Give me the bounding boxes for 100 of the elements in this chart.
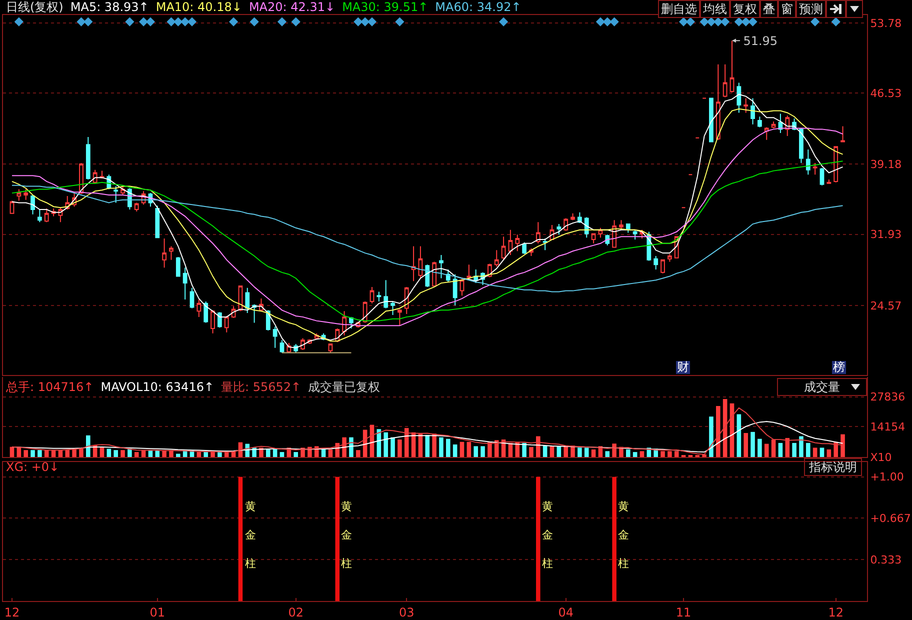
bar xyxy=(134,452,139,457)
candlestick xyxy=(619,220,624,230)
candlestick xyxy=(376,291,382,302)
x-tick-label: 03 xyxy=(398,605,414,620)
bar xyxy=(280,452,284,457)
candlestick xyxy=(632,229,638,240)
annotation: 预测 xyxy=(796,0,826,18)
bar xyxy=(128,448,132,457)
bar xyxy=(674,451,679,457)
candlestick xyxy=(432,261,436,288)
bar xyxy=(764,444,769,457)
annotation: 财 xyxy=(676,360,690,374)
annotation: 成交量 xyxy=(777,378,867,396)
annotation: 复权 xyxy=(730,0,760,18)
bar xyxy=(758,438,762,457)
annotation: 均线 xyxy=(700,0,730,18)
candlestick xyxy=(556,224,562,236)
bar xyxy=(785,438,790,457)
bar xyxy=(390,437,395,457)
x-tick-label: 01 xyxy=(150,605,166,620)
annotation: 叠 xyxy=(760,0,778,18)
candlestick xyxy=(204,300,208,324)
candlestick xyxy=(418,246,423,279)
candlestick xyxy=(16,188,22,202)
y-tick-label: 0.333 xyxy=(870,554,902,567)
candlestick xyxy=(280,340,284,354)
bar xyxy=(640,451,644,457)
candlestick xyxy=(134,202,139,212)
bar xyxy=(38,450,42,457)
bar xyxy=(384,432,388,457)
bar xyxy=(446,438,450,457)
bar xyxy=(812,448,818,457)
bar xyxy=(106,448,112,457)
candlestick xyxy=(398,308,402,326)
candlestick xyxy=(626,224,630,234)
candlestick xyxy=(114,186,118,204)
y-tick-label: 53.78 xyxy=(870,16,902,30)
bar xyxy=(452,444,458,457)
y-tick-label: +1.00 xyxy=(870,470,904,484)
annotation: 指标说明 xyxy=(804,458,862,476)
candlestick xyxy=(564,218,568,232)
candlestick xyxy=(771,120,776,129)
y-tick-label: +0.667 xyxy=(870,512,911,526)
candlestick xyxy=(716,64,720,140)
bar xyxy=(522,442,526,457)
line-series xyxy=(12,184,844,292)
bar xyxy=(356,450,360,457)
candlestick xyxy=(840,126,845,142)
bar xyxy=(79,448,84,457)
candlestick xyxy=(466,264,472,281)
bar xyxy=(480,446,485,457)
bar xyxy=(806,442,810,457)
text: 量比: 55652↑ xyxy=(221,380,302,395)
bar xyxy=(176,454,180,457)
text: 黄金柱 xyxy=(245,500,256,570)
candlestick xyxy=(30,194,35,215)
bar xyxy=(632,452,638,457)
candlestick xyxy=(182,267,188,300)
candlestick xyxy=(44,208,49,223)
candlestick xyxy=(196,299,202,318)
candlestick xyxy=(169,246,174,260)
bar xyxy=(432,434,436,457)
candlestick xyxy=(384,280,388,309)
text: 黄金柱 xyxy=(618,500,629,570)
candlestick xyxy=(494,250,499,268)
text: MAVOL10: 63416↑ xyxy=(100,380,214,395)
annotation: 成交量已复权 xyxy=(308,380,380,395)
candlestick xyxy=(736,82,742,114)
bar xyxy=(626,449,630,457)
annotation: 51.95 xyxy=(742,34,778,48)
candlestick xyxy=(24,188,28,200)
text: MA10: 40.18↓ xyxy=(156,0,242,15)
bar xyxy=(840,434,845,457)
candlestick xyxy=(660,259,665,274)
bar xyxy=(460,442,464,457)
text: 黄金柱 xyxy=(542,500,553,570)
candlestick xyxy=(155,205,160,238)
bar xyxy=(488,442,492,457)
candlestick xyxy=(38,209,42,223)
bar xyxy=(716,406,720,457)
y-tick-label: 24.57 xyxy=(870,299,902,312)
bar xyxy=(466,442,472,457)
candlestick xyxy=(190,287,194,309)
candlestick xyxy=(342,310,346,336)
y-tick-label: 31.93 xyxy=(870,228,902,242)
candlestick xyxy=(591,233,596,244)
bar xyxy=(612,444,616,457)
bar xyxy=(668,451,672,457)
bar xyxy=(529,447,534,457)
text: 总手: 104716↑ xyxy=(6,380,94,395)
bar xyxy=(584,448,589,457)
bar xyxy=(702,454,706,457)
bar xyxy=(266,448,270,457)
candlestick xyxy=(764,126,769,140)
candlestick xyxy=(542,238,548,251)
candlestick xyxy=(722,64,728,98)
candlestick xyxy=(439,254,444,279)
candlestick xyxy=(834,146,838,183)
bar xyxy=(474,446,478,457)
bar xyxy=(308,446,312,457)
